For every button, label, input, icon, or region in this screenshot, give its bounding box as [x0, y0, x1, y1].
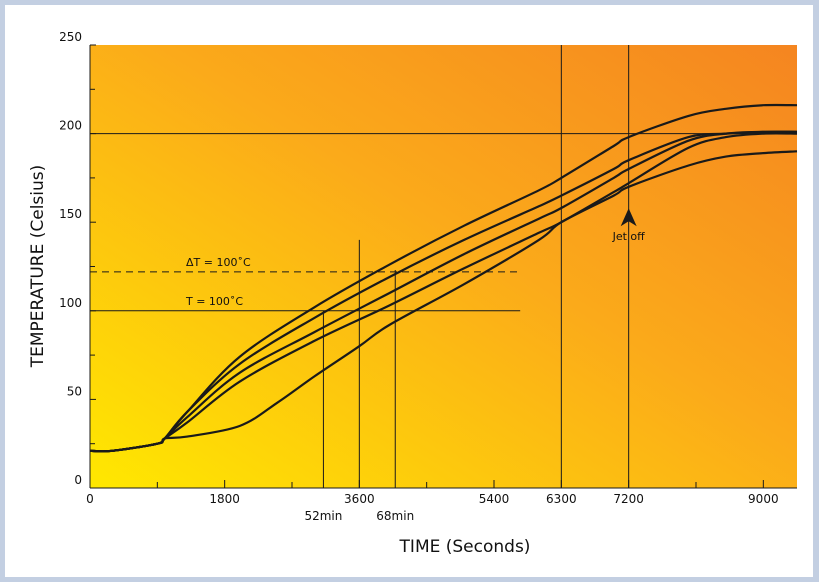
- x-tick-label-1: 1800: [209, 492, 240, 506]
- labels: ΔT = 100˚C T = 100˚C 52min 68min 0 1800 3600 54…: [59, 30, 779, 523]
- reference-label-2: T = 100˚C: [185, 295, 243, 308]
- y-tick-label-0: 0: [74, 473, 82, 487]
- x-tick-label-6: 9000: [748, 492, 779, 506]
- reference-label-5: 68min: [376, 509, 414, 523]
- series-layer: [89, 103, 798, 453]
- series-line-4: [89, 150, 798, 453]
- x-tick-label-2: 3600: [344, 492, 375, 506]
- y-tick-label-4: 200: [59, 119, 82, 133]
- annotation-arrow-0: [620, 208, 637, 227]
- x-tick-label-5: 7200: [613, 492, 644, 506]
- reference-label-3: 52min: [304, 509, 342, 523]
- y-tick-label-3: 150: [59, 207, 82, 221]
- x-axis-title: TIME (Seconds): [399, 537, 531, 557]
- y-tick-label-2: 100: [59, 296, 82, 310]
- y-axis-title: TEMPERATURE (Celsius): [28, 165, 48, 369]
- reference-label-1: ΔT = 100˚C: [186, 256, 251, 269]
- x-tick-label-3: 5400: [479, 492, 510, 506]
- x-tick-label-0: 0: [86, 492, 94, 506]
- y-tick-label-5: 250: [59, 30, 82, 44]
- axes: [89, 44, 797, 489]
- x-tick-label-4: 6300: [546, 492, 577, 506]
- annotation-label-0: Jet off: [612, 230, 646, 243]
- y-tick-label-1: 50: [67, 384, 82, 398]
